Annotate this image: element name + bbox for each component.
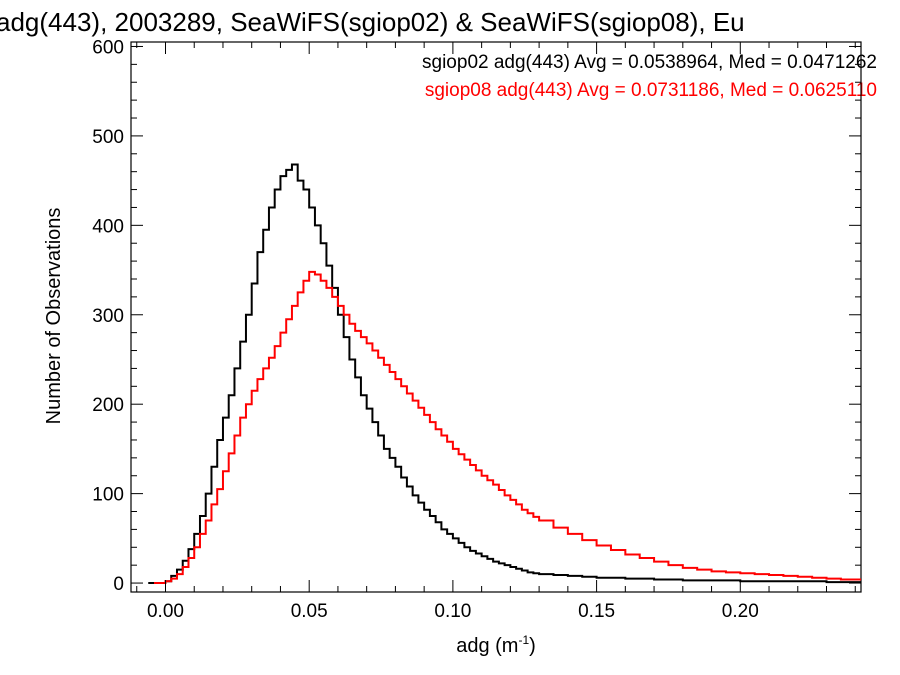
histogram-series-1	[153, 270, 861, 585]
x-axis: 0.00 0.05 0.10 0.15 0.20	[136, 42, 856, 622]
y-tick-label: 600	[92, 37, 124, 58]
legend-entry-sgiop02: sgiop02 adg(443) Avg = 0.0538964, Med = …	[422, 52, 877, 73]
x-tick-label: 0.10	[434, 601, 471, 622]
x-tick-label: 0.15	[578, 601, 615, 622]
histogram-series-0	[148, 163, 861, 585]
plot-area	[130, 41, 862, 593]
x-axis-label: adg (m-1)	[456, 633, 536, 657]
legend: sgiop02 adg(443) Avg = 0.0538964, Med = …	[422, 52, 877, 101]
x-tick-label: 0.00	[147, 601, 184, 622]
y-tick-label: 500	[92, 127, 124, 148]
y-tick-label: 0	[113, 574, 124, 595]
y-axis-label: Number of Observations	[43, 208, 65, 425]
y-axis: 0 100 200 300 400 500 600	[92, 37, 861, 595]
chart-title: adg(443), 2003289, SeaWiFS(sgiop02) & Se…	[0, 7, 745, 37]
y-tick-label: 100	[92, 485, 124, 506]
y-tick-label: 400	[92, 216, 124, 237]
y-tick-label: 300	[92, 306, 124, 327]
plot-frame	[130, 41, 862, 593]
x-tick-label: 0.05	[291, 601, 328, 622]
legend-entry-sgiop08: sgiop08 adg(443) Avg = 0.0731186, Med = …	[425, 80, 877, 101]
y-tick-label: 200	[92, 395, 124, 416]
x-tick-label: 0.20	[722, 601, 759, 622]
